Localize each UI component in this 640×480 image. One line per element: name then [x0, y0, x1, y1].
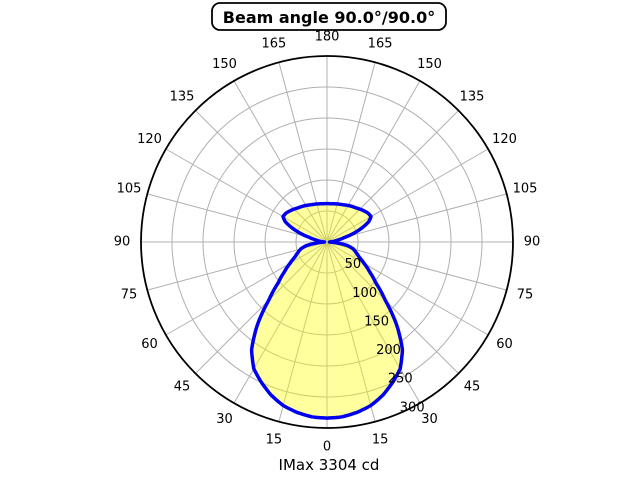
- angle-label-90-left: 90: [114, 235, 131, 250]
- imax-label: IMax 3304 cd: [279, 456, 380, 474]
- chart-title: Beam angle 90.0°/90.0°: [223, 8, 435, 27]
- angle-label-30-left: 30: [216, 412, 233, 427]
- angle-gridline-30: [326, 241, 421, 404]
- radius-label-100: 100: [352, 286, 377, 301]
- angle-label-165-left: 165: [261, 37, 286, 52]
- axis-tick-labels: 0 15 15 30 30 45 45 60 60 75 75 90 90 105 105 120 120 135…: [114, 30, 541, 455]
- angle-label-75-right: 75: [517, 288, 534, 303]
- angle-label-105-left: 105: [117, 181, 142, 196]
- angle-label-60-left: 60: [141, 337, 158, 352]
- angle-label-15-right: 15: [372, 433, 389, 448]
- angle-gridline-255: [147, 193, 328, 243]
- angle-label-105-right: 105: [513, 181, 538, 196]
- radius-label-150: 150: [364, 314, 389, 329]
- angle-label-180-right: 180: [315, 30, 340, 45]
- angle-label-120-right: 120: [492, 132, 517, 147]
- angle-gridline-195: [278, 62, 328, 243]
- angle-label-15-left: 15: [266, 433, 283, 448]
- angle-gridline-165: [326, 62, 376, 243]
- title-box: [211, 2, 447, 31]
- outer-circle: [140, 55, 514, 429]
- angle-gridline-45: [326, 241, 459, 374]
- radius-label-250: 250: [388, 372, 413, 387]
- angle-gridline-285: [147, 241, 328, 291]
- angle-label-45-right: 45: [464, 380, 481, 395]
- angle-gridline-315: [195, 241, 328, 374]
- angle-gridline-210: [233, 80, 328, 243]
- angle-gridline-105: [326, 193, 507, 243]
- angle-label-120-left: 120: [137, 132, 162, 147]
- angle-label-75-left: 75: [121, 288, 138, 303]
- radius-label-50: 50: [345, 257, 362, 272]
- angle-label-60-right: 60: [496, 337, 513, 352]
- angle-label-30-right: 30: [421, 412, 438, 427]
- angle-gridline-75: [326, 241, 507, 291]
- angle-label-90-right: 90: [524, 235, 541, 250]
- angle-gridline-345: [278, 241, 328, 422]
- beam-distribution-curve: [249, 201, 405, 420]
- angle-label-165-right: 165: [368, 37, 393, 52]
- angle-label-0-right: 0: [323, 440, 331, 455]
- angle-gridline-135: [326, 110, 459, 243]
- angle-gridline-240: [165, 148, 328, 243]
- angle-gridline-150: [326, 80, 421, 243]
- polar-grid: [140, 55, 514, 429]
- angle-gridline-330: [233, 241, 328, 404]
- angle-label-45-left: 45: [174, 380, 191, 395]
- angle-gridline-15: [326, 241, 376, 422]
- angle-gridline-60: [326, 241, 489, 336]
- beam-curve: [249, 201, 405, 420]
- angle-gridline-225: [195, 110, 328, 243]
- angle-label-150-right: 150: [417, 57, 442, 72]
- angle-gridline-120: [326, 148, 489, 243]
- angle-label-150-left: 150: [212, 57, 237, 72]
- radius-label-300: 300: [400, 400, 425, 415]
- angle-label-135-left: 135: [170, 90, 195, 105]
- radius-label-200: 200: [376, 343, 401, 358]
- angle-label-135-right: 135: [460, 90, 485, 105]
- angle-gridline-300: [165, 241, 328, 336]
